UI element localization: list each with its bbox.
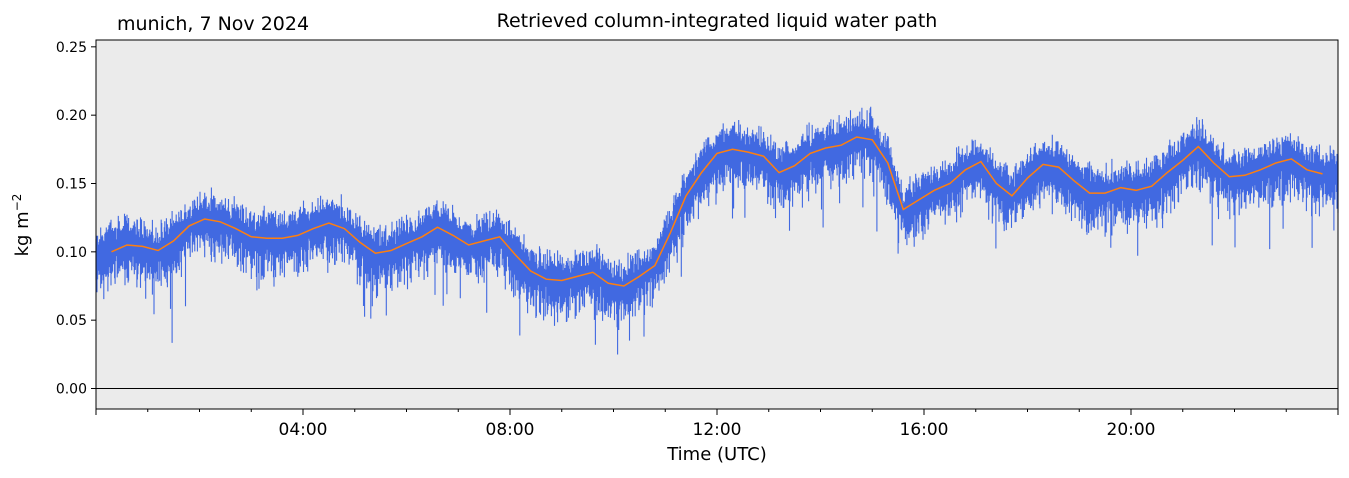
smoothed-series-line bbox=[111, 136, 1323, 287]
y-axis: 0.00 0.05 0.10 0.15 0.20 0.25 bbox=[56, 40, 96, 398]
y-axis-label: kg m−2 bbox=[10, 194, 33, 257]
y-axis-label-exponent: −2 bbox=[10, 193, 24, 212]
y-axis-label-base: kg m bbox=[12, 211, 33, 257]
x-axis-label: Time (UTC) bbox=[667, 444, 767, 465]
location-date-title: munich, 7 Nov 2024 bbox=[117, 13, 310, 35]
chart-title: Retrieved column-integrated liquid water… bbox=[496, 10, 938, 32]
x-tick-label: 08:00 bbox=[486, 420, 535, 440]
y-tick-label: 0.10 bbox=[56, 245, 87, 261]
x-tick-label: 20:00 bbox=[1107, 420, 1156, 440]
x-tick-label: 12:00 bbox=[693, 420, 742, 440]
y-tick-label: 0.20 bbox=[56, 108, 87, 124]
x-tick-label: 16:00 bbox=[900, 420, 949, 440]
y-tick-label: 0.15 bbox=[56, 177, 87, 193]
y-tick-label: 0.05 bbox=[56, 313, 87, 329]
x-axis: 04:00 08:00 12:00 16:00 20:00 bbox=[95, 409, 1339, 440]
y-tick-label: 0.25 bbox=[56, 40, 87, 56]
x-tick-label: 04:00 bbox=[279, 420, 328, 440]
y-tick-label: 0.00 bbox=[56, 382, 87, 398]
